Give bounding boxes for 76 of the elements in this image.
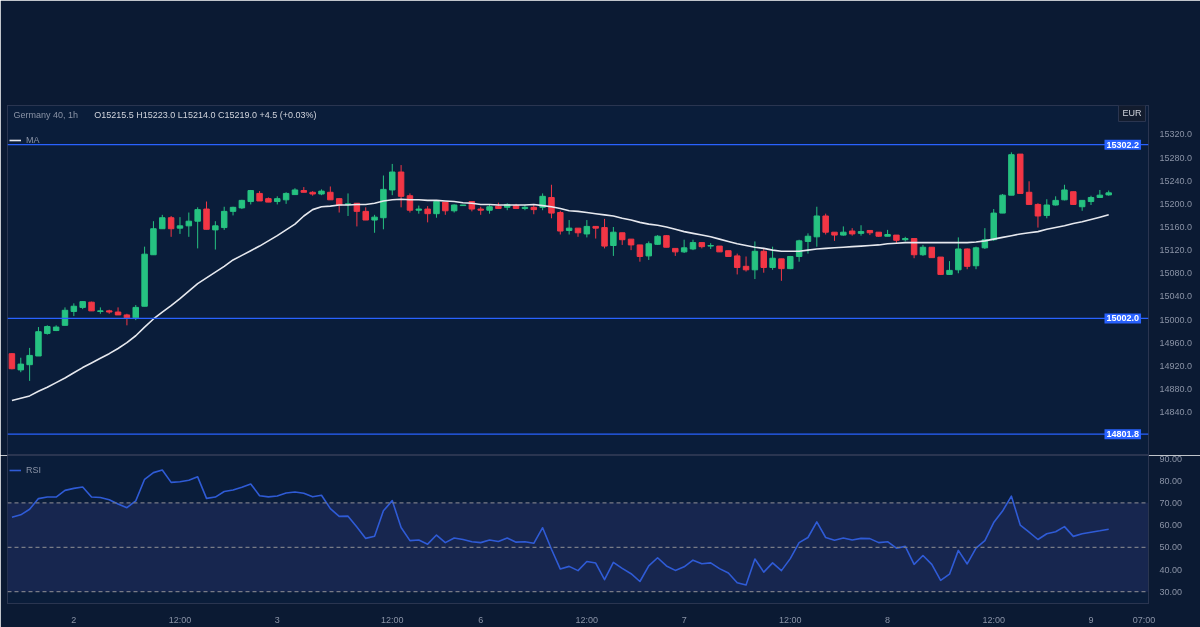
candlestick: [167, 215, 175, 238]
x-tick-label: 12:00: [779, 614, 802, 625]
y-tick-label: 30.00: [1159, 586, 1183, 597]
candlestick: [1034, 202, 1042, 229]
candlestick: [185, 212, 193, 238]
candlestick: [813, 206, 821, 248]
y-tick-label: 60.00: [1159, 520, 1183, 531]
candlestick: [963, 247, 971, 270]
chart-title: Germany 40, 1h: [13, 109, 79, 120]
candlestick: [601, 218, 608, 249]
x-tick-label: 07:00: [1132, 614, 1156, 625]
x-tick-label: 12:00: [380, 614, 404, 625]
candlestick: [822, 213, 829, 236]
candlestick: [557, 210, 564, 236]
candlestick: [176, 216, 184, 235]
legend-label: RSI: [26, 465, 42, 475]
candlestick: [804, 232, 812, 255]
x-tick-label: 12:00: [575, 614, 599, 625]
candlestick: [212, 220, 219, 251]
candlestick: [194, 206, 201, 249]
y-tick-label: 40.00: [1159, 564, 1183, 575]
candlestick: [203, 201, 210, 230]
y-tick-label: 15120.0: [1159, 245, 1193, 256]
y-tick-label: 15200.0: [1159, 198, 1193, 209]
candlestick: [1096, 189, 1104, 198]
candlestick: [123, 313, 131, 326]
x-tick-label: 9: [1088, 614, 1094, 625]
candlestick: [769, 246, 776, 271]
y-tick-label: 15240.0: [1159, 175, 1193, 186]
x-tick-label: 12:00: [168, 614, 192, 625]
candlestick: [389, 163, 396, 196]
candlestick: [910, 238, 918, 259]
candlestick: [751, 240, 759, 280]
y-tick-label: 15080.0: [1159, 268, 1193, 279]
y-tick-label: 15040.0: [1159, 291, 1193, 302]
candlestick: [220, 206, 228, 231]
y-tick-label: 14840.0: [1159, 407, 1193, 418]
candlestick: [778, 258, 785, 282]
x-tick-label: 12:00: [982, 614, 1005, 625]
y-axis-title: EUR: [1122, 107, 1142, 118]
y-tick-label: 14960.0: [1159, 337, 1193, 348]
x-tick-label: 3: [274, 614, 280, 625]
chart-subtitle: O15215.5 H15223.0 L15214.0 C15219.0 +4.5 (+0.03%): [94, 109, 317, 120]
y-tick-label: 14880.0: [1159, 383, 1193, 394]
candlestick: [353, 202, 361, 227]
candlestick: [548, 184, 555, 219]
line-series: [11, 469, 1110, 586]
ref-line-label: 15002.0: [1106, 313, 1140, 324]
x-tick-label: 2: [71, 614, 77, 625]
candlestick: [1043, 198, 1051, 219]
y-tick-label: 15000.0: [1159, 314, 1193, 325]
y-tick-label: 15320.0: [1159, 129, 1193, 140]
x-tick-label: 8: [885, 614, 891, 625]
x-tick-label: 6: [478, 614, 484, 625]
y-tick-label: 14920.0: [1159, 360, 1193, 371]
ref-line-label: 14801.8: [1106, 429, 1140, 440]
candlestick: [760, 247, 767, 274]
candlestick: [645, 240, 652, 261]
candlestick: [610, 226, 617, 257]
candlestick: [680, 239, 688, 254]
candlestick: [1025, 180, 1033, 205]
legend-label: MA: [26, 135, 41, 145]
y-tick-label: 15160.0: [1159, 221, 1193, 232]
x-tick-label: 7: [681, 614, 687, 625]
candlestick: [114, 306, 122, 316]
ref-line-label: 15302.2: [1106, 139, 1140, 150]
candlestick: [26, 347, 33, 382]
y-tick-label: 70.00: [1159, 497, 1183, 508]
y-tick-label: 15280.0: [1159, 152, 1193, 163]
candlestick: [733, 253, 741, 275]
candlestick: [955, 236, 962, 274]
y-tick-label: 80.00: [1159, 475, 1183, 486]
y-tick-label: 50.00: [1159, 542, 1183, 553]
candlestick: [999, 193, 1006, 214]
y-tick-label: 90.00: [1159, 453, 1183, 464]
candlestick: [857, 224, 865, 237]
